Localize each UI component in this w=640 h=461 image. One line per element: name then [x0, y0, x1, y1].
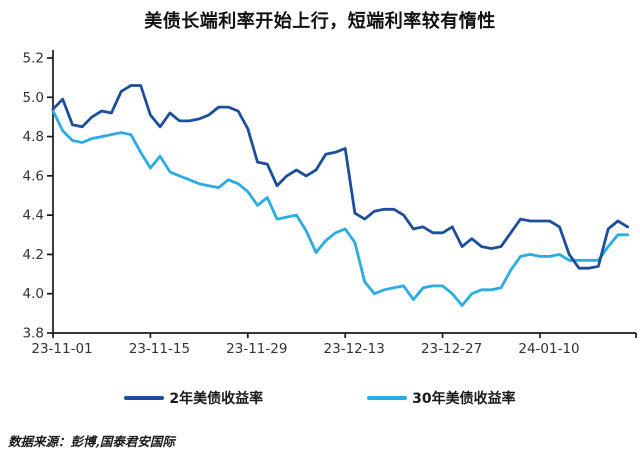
series-30y-yield-line	[51, 109, 630, 307]
y-axis-tick-label: 4.2	[23, 247, 44, 263]
series-2y-yield-line	[51, 84, 630, 270]
chart-legend: 2年美债收益率 30年美债收益率	[0, 388, 640, 408]
legend-item-2y: 2年美债收益率	[124, 388, 263, 408]
x-axis-tick-label: 23-11-29	[226, 341, 287, 357]
y-axis-tick-label: 4.8	[23, 129, 44, 145]
legend-line-swatch-2y	[124, 396, 165, 400]
y-axis-tick-label: 5.2	[23, 51, 44, 67]
x-axis-tick-label: 23-12-27	[421, 341, 482, 357]
x-axis-tick-label: 23-12-13	[324, 341, 385, 357]
x-axis-tick-label: 23-11-01	[31, 341, 92, 357]
legend-item-30y: 30年美债收益率	[367, 388, 516, 408]
y-axis-tick-label: 4.4	[23, 208, 44, 224]
x-axis-tick-label: 23-11-15	[129, 341, 190, 357]
y-axis-tick-label: 4.6	[23, 168, 44, 184]
y-axis-tick-label: 4.0	[23, 286, 44, 302]
data-source-note: 数据来源：彭博,国泰君安国际	[8, 434, 175, 449]
y-axis-tick-label: 5.0	[23, 90, 44, 106]
legend-label-2y: 2年美债收益率	[169, 391, 264, 407]
y-axis-tick-label: 3.8	[23, 326, 44, 342]
legend-label-30y: 30年美债收益率	[412, 391, 516, 407]
chart-title: 美债长端利率开始上行，短端利率较有惰性	[144, 11, 496, 32]
legend-line-swatch-30y	[367, 396, 408, 400]
x-axis-tick-label: 24-01-10	[518, 341, 579, 357]
